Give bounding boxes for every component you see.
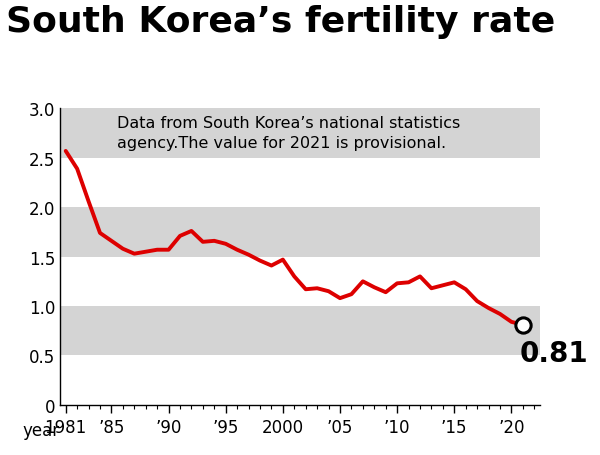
Bar [60, 306, 540, 356]
Bar [60, 208, 540, 257]
Text: South Korea’s fertility rate: South Korea’s fertility rate [6, 5, 555, 39]
Text: 0.81: 0.81 [520, 339, 588, 367]
Bar [60, 109, 540, 158]
Text: year: year [23, 421, 60, 439]
Text: Data from South Korea’s national statistics
agency.The value for 2021 is provisi: Data from South Korea’s national statist… [117, 116, 460, 151]
